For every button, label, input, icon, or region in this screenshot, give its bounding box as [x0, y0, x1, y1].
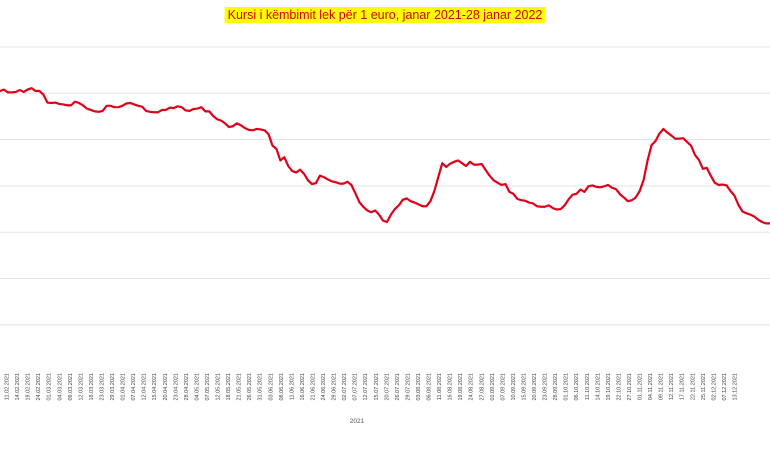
x-tick-label: 11.06.2021 — [289, 373, 295, 400]
x-tick-label: 21.05.2021 — [237, 373, 243, 401]
x-tick-label: 01.04.2021 — [121, 373, 127, 401]
gridlines — [0, 46, 770, 326]
x-tick-label: 11.08.2021 — [437, 373, 443, 400]
x-tick-label: 19.10.2021 — [606, 373, 612, 401]
x-tick-label: 02.07.2021 — [342, 373, 348, 401]
x-tick-label: 01.09.2021 — [490, 373, 496, 401]
x-tick-label: 20.04.2021 — [163, 373, 169, 401]
x-tick-label: 01.11.2021 — [638, 373, 644, 400]
x-tick-label: 19.02.2021 — [26, 373, 32, 401]
x-tick-label: 29.07.2021 — [405, 373, 411, 401]
x-tick-label: 16.06.2021 — [300, 373, 306, 401]
x-tick-label: 12.03.2021 — [78, 373, 84, 401]
x-tick-label: 19.08.2021 — [458, 373, 464, 401]
x-tick-label: 23.03.2021 — [99, 373, 105, 401]
x-tick-label: 22.10.2021 — [616, 373, 622, 401]
x-tick-label: 07.07.2021 — [353, 373, 359, 401]
x-tick-label: 28.09.2021 — [553, 373, 559, 401]
x-tick-label: 27.08.2021 — [479, 373, 485, 401]
x-tick-label: 18.05.2021 — [226, 373, 232, 401]
x-tick-label: 20.07.2021 — [384, 373, 390, 401]
x-tick-label: 07.09.2021 — [500, 373, 506, 401]
x-tick-label: 24.08.2021 — [469, 373, 475, 401]
x-tick-label: 11.02.2021 — [5, 373, 11, 400]
x-tick-label: 12.05.2021 — [216, 373, 222, 401]
x-tick-label: 15.07.2021 — [374, 373, 380, 401]
x-tick-label: 04.11.2021 — [648, 373, 654, 400]
x-tick-label: 06.08.2021 — [427, 373, 433, 401]
x-tick-label: 31.05.2021 — [258, 373, 264, 401]
x-tick-label: 16.08.2021 — [448, 373, 454, 401]
x-tick-label: 18.03.2021 — [89, 373, 95, 401]
x-tick-label: 17.11.2021 — [680, 373, 686, 400]
chart-title: Kursi i këmbimit lek për 1 euro, janar 2… — [224, 7, 546, 23]
x-tick-label: 02.12.2021 — [711, 373, 717, 401]
x-tick-label: 07.05.2021 — [205, 373, 211, 401]
x-tick-label: 01.10.2021 — [564, 373, 570, 401]
x-tick-label: 21.06.2021 — [310, 373, 316, 401]
x-tick-label: 14.10.2021 — [595, 373, 601, 401]
x-tick-label: 07.04.2021 — [131, 373, 137, 401]
x-tick-labels: 11.02.2021 14.02.2021 19.02.2021 24.02.2021… — [5, 373, 739, 401]
x-tick-label: 11.10.2021 — [585, 373, 591, 400]
x-tick-label: 06.10.2021 — [574, 373, 580, 401]
x-tick-label: 24.02.2021 — [36, 373, 42, 401]
x-tick-label: 29.06.2021 — [332, 373, 338, 401]
x-tick-label: 14.02.2021 — [15, 373, 21, 401]
x-tick-label: 24.06.2021 — [321, 373, 327, 401]
x-tick-label: 27.10.2021 — [627, 373, 633, 401]
x-tick-label: 03.06.2021 — [268, 373, 274, 401]
x-tick-label: 22.11.2021 — [690, 373, 696, 400]
x-tick-label: 20.09.2021 — [532, 373, 538, 401]
x-tick-label: 26.05.2021 — [247, 373, 253, 401]
x-tick-label: 03.08.2021 — [416, 373, 422, 401]
x-tick-label: 01.03.2021 — [47, 373, 53, 401]
x-tick-label: 23.09.2021 — [543, 373, 549, 401]
x-tick-label: 23.04.2021 — [173, 373, 179, 401]
x-tick-label: 26.07.2021 — [395, 373, 401, 401]
x-tick-label: 29.03.2021 — [110, 373, 116, 401]
x-tick-label: 28.04.2021 — [184, 373, 190, 401]
x-tick-label: 08.06.2021 — [279, 373, 285, 401]
x-tick-label: 04.03.2021 — [57, 373, 63, 401]
x-tick-label: 09.11.2021 — [659, 373, 665, 400]
exchange-rate-line — [0, 87, 770, 225]
x-axis-label: 2021 — [350, 418, 365, 425]
x-tick-label: 15.04.2021 — [152, 373, 158, 401]
x-tick-label: 12.04.2021 — [142, 373, 148, 401]
x-tick-label: 15.09.2021 — [521, 373, 527, 401]
x-tick-label: 07.12.2021 — [722, 373, 728, 401]
x-tick-label: 10.09.2021 — [511, 373, 517, 401]
x-tick-label: 04.05.2021 — [194, 373, 200, 401]
x-tick-label: 12.11.2021 — [669, 373, 675, 400]
x-tick-label: 25.11.2021 — [701, 373, 707, 400]
x-tick-label: 13.12.2021 — [732, 373, 738, 401]
x-tick-label: 12.07.2021 — [363, 373, 369, 401]
x-tick-label: 09.03.2021 — [68, 373, 74, 401]
